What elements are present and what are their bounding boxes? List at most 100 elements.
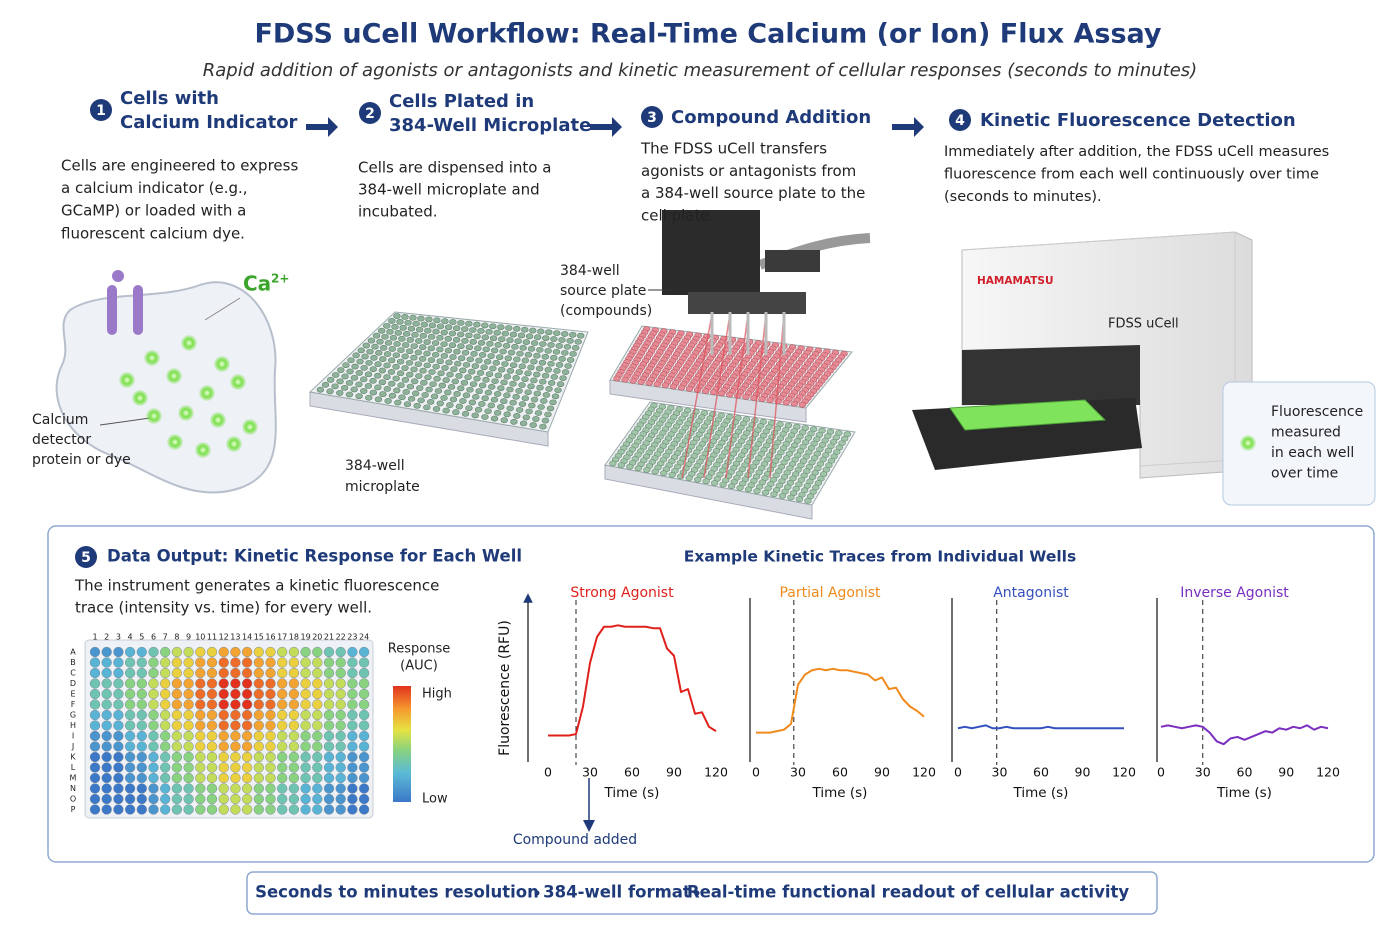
heatmap-cell bbox=[136, 783, 147, 794]
well bbox=[411, 331, 419, 338]
well bbox=[387, 369, 396, 375]
heatmap-cell bbox=[113, 730, 124, 742]
heatmap-cell bbox=[89, 762, 101, 773]
heatmap-cell bbox=[335, 751, 346, 763]
well bbox=[432, 406, 441, 412]
heatmap-cell bbox=[265, 762, 276, 773]
heatmap-row-label: N bbox=[70, 784, 76, 793]
well bbox=[474, 406, 483, 413]
x-tick-label: 0 bbox=[544, 765, 552, 780]
well bbox=[524, 389, 532, 396]
heatmap-col-label: 19 bbox=[301, 633, 311, 642]
well bbox=[476, 369, 485, 376]
heatmap-cell bbox=[160, 804, 171, 815]
heatmap-cell bbox=[218, 646, 229, 658]
heatmap-cell bbox=[160, 783, 171, 794]
well bbox=[577, 332, 585, 339]
well bbox=[360, 376, 368, 383]
heatmap-cell bbox=[160, 741, 171, 752]
instrument bbox=[912, 231, 1253, 479]
step-number: 4 bbox=[955, 113, 965, 129]
well bbox=[494, 341, 502, 348]
well bbox=[440, 352, 449, 359]
heatmap-cell bbox=[113, 783, 124, 794]
well bbox=[530, 396, 539, 403]
heatmap-cell bbox=[358, 730, 370, 742]
heatmap-cell bbox=[113, 699, 124, 710]
well bbox=[461, 337, 469, 344]
heatmap-cell bbox=[148, 657, 159, 668]
heatmap-cell bbox=[253, 657, 264, 668]
well bbox=[401, 365, 409, 371]
x-tick-label: 90 bbox=[1278, 765, 1294, 780]
well bbox=[365, 394, 373, 401]
well bbox=[376, 338, 384, 345]
well bbox=[424, 327, 432, 334]
well bbox=[407, 325, 416, 332]
chart-title: Inverse Agonist bbox=[1180, 585, 1289, 601]
well bbox=[316, 386, 325, 393]
heatmap-cell bbox=[265, 772, 276, 784]
x-tick-label: 30 bbox=[790, 765, 806, 780]
well bbox=[434, 388, 443, 394]
well bbox=[364, 382, 373, 389]
well bbox=[489, 365, 497, 372]
heatmap-cell bbox=[101, 646, 112, 658]
well bbox=[383, 386, 392, 392]
heatmap-cell bbox=[218, 751, 229, 763]
well bbox=[534, 410, 543, 416]
well bbox=[471, 363, 480, 369]
heatmap-row-label: M bbox=[70, 774, 77, 783]
heatmap-cell bbox=[323, 793, 335, 805]
x-tick-label: 0 bbox=[1157, 765, 1165, 780]
heatmap-cell bbox=[230, 709, 241, 721]
heatmap-cell bbox=[277, 793, 288, 805]
heatmap-cell bbox=[136, 667, 147, 679]
heatmap-row-label: D bbox=[70, 679, 76, 688]
footer-item: Real-time functional readout of cellular… bbox=[687, 883, 1130, 902]
well bbox=[388, 318, 396, 324]
heatmap-cell bbox=[160, 657, 171, 668]
heatmap-cell bbox=[323, 741, 335, 752]
heatmap-cell bbox=[230, 783, 241, 794]
heatmap-cell bbox=[358, 646, 370, 658]
well bbox=[542, 335, 550, 342]
well bbox=[493, 329, 501, 336]
well bbox=[364, 371, 373, 378]
step-arrows bbox=[306, 117, 924, 137]
heatmap-col-label: 1 bbox=[92, 633, 97, 642]
well bbox=[428, 322, 437, 329]
heatmap-row-label: K bbox=[70, 753, 76, 762]
heatmap-col-label: 23 bbox=[347, 633, 357, 642]
well bbox=[432, 363, 440, 370]
step-title: 384-Well Microplate bbox=[389, 115, 591, 136]
well bbox=[379, 344, 388, 351]
heatmap-cell bbox=[148, 730, 159, 742]
heatmap-cell bbox=[206, 783, 218, 794]
trace-line bbox=[756, 667, 925, 734]
heatmap-cell bbox=[218, 720, 229, 731]
panel-dot bbox=[1240, 435, 1256, 451]
heatmap-cell bbox=[300, 772, 311, 784]
heatmap-cell bbox=[253, 762, 264, 773]
heatmap-cell bbox=[230, 678, 241, 689]
heatmap-col-label: 2 bbox=[104, 633, 109, 642]
well bbox=[558, 337, 566, 343]
heatmap-row-label: E bbox=[70, 690, 75, 699]
well bbox=[442, 407, 450, 414]
heatmap-cell bbox=[253, 793, 264, 805]
heatmap-col-label: 18 bbox=[289, 633, 299, 642]
heatmap-cell bbox=[230, 741, 241, 752]
heatmap-cell bbox=[113, 804, 124, 815]
well bbox=[719, 481, 727, 488]
well bbox=[500, 398, 508, 405]
well bbox=[499, 348, 507, 355]
indicator-dot bbox=[181, 335, 197, 351]
heatmap-cell bbox=[171, 699, 183, 710]
x-axis-label: Time (s) bbox=[604, 785, 660, 801]
heatmap-cell bbox=[218, 783, 229, 794]
well bbox=[417, 315, 425, 322]
heatmap-cell bbox=[183, 720, 194, 731]
well bbox=[375, 349, 383, 356]
well bbox=[453, 348, 461, 355]
